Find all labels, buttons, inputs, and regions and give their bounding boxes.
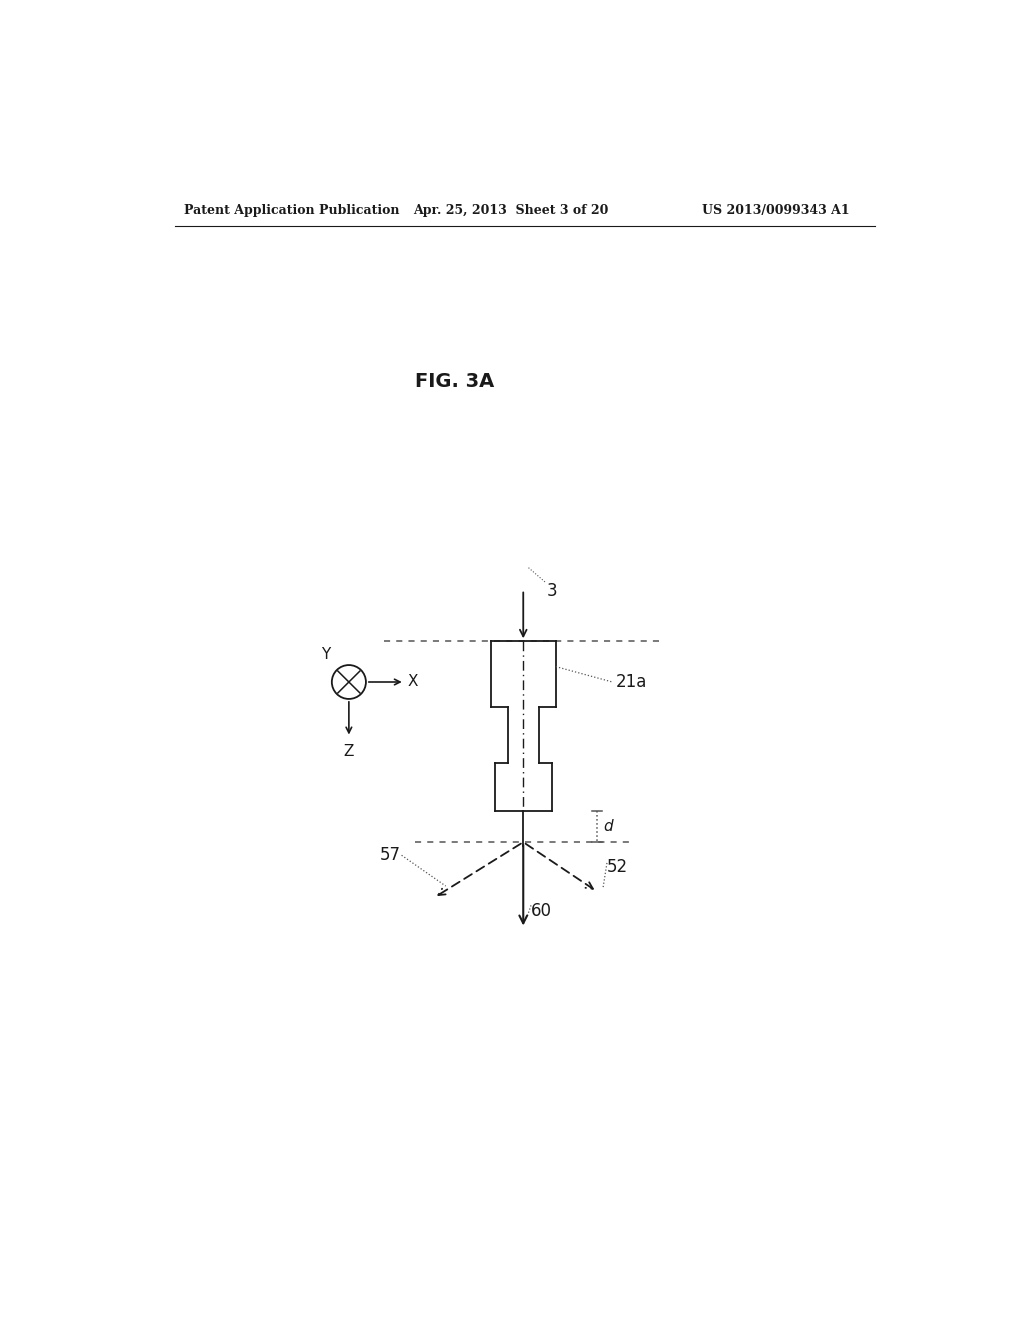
Text: d: d: [603, 820, 612, 834]
Text: Patent Application Publication: Patent Application Publication: [183, 205, 399, 218]
Text: 60: 60: [531, 903, 552, 920]
Text: 3: 3: [547, 582, 557, 599]
Text: US 2013/0099343 A1: US 2013/0099343 A1: [701, 205, 849, 218]
Text: FIG. 3A: FIG. 3A: [415, 372, 494, 391]
Text: Z: Z: [344, 743, 354, 759]
Text: 57: 57: [380, 846, 400, 865]
Text: Apr. 25, 2013  Sheet 3 of 20: Apr. 25, 2013 Sheet 3 of 20: [414, 205, 608, 218]
Text: X: X: [408, 675, 418, 689]
Text: Y: Y: [322, 647, 331, 663]
Text: 52: 52: [607, 858, 628, 875]
Text: 21a: 21a: [615, 673, 647, 690]
